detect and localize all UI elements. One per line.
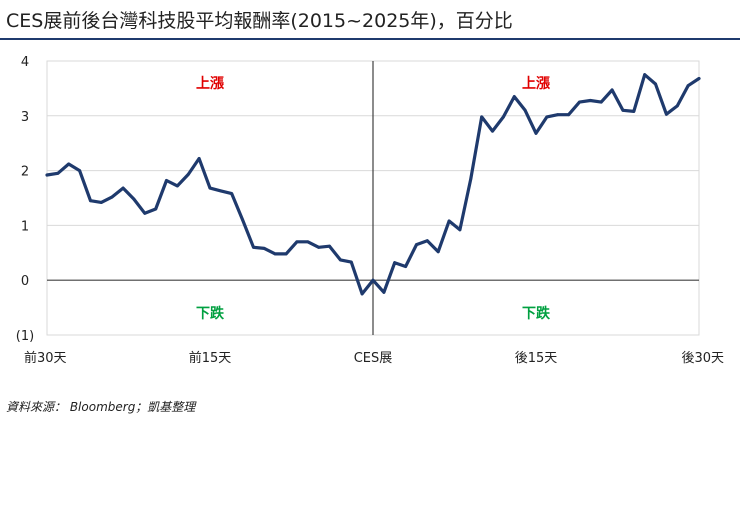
- data-point: [197, 157, 201, 160]
- data-point: [643, 73, 647, 77]
- data-point: [610, 88, 614, 92]
- up-label: 上漲: [522, 76, 551, 92]
- data-point: [349, 260, 353, 264]
- data-point: [143, 211, 147, 215]
- data-point: [523, 108, 527, 112]
- data-point: [252, 245, 255, 249]
- data-point: [67, 162, 71, 166]
- data-point: [230, 192, 234, 196]
- data-point: [458, 228, 462, 232]
- data-point: [567, 113, 570, 117]
- data-point: [45, 173, 49, 177]
- data-point: [154, 207, 158, 211]
- x-tick-label: 前15天: [189, 350, 232, 366]
- y-tick-label: 4: [21, 55, 29, 70]
- data-point: [404, 265, 407, 268]
- data-point: [578, 100, 581, 104]
- data-point: [273, 252, 277, 256]
- title-rule: [0, 38, 740, 40]
- data-point: [415, 243, 418, 247]
- series-layer: [45, 73, 701, 296]
- y-tick-label: (1): [16, 329, 34, 344]
- data-point: [306, 240, 310, 244]
- y-tick-label: 2: [21, 165, 29, 180]
- y-tick-label: 1: [21, 219, 29, 234]
- down-label: 下跌: [522, 306, 551, 322]
- y-tick-label: 3: [21, 110, 29, 125]
- data-point: [382, 290, 386, 294]
- data-point: [469, 177, 473, 181]
- data-point: [632, 110, 636, 113]
- data-point: [665, 112, 668, 116]
- x-tick-label: 前30天: [24, 350, 67, 366]
- data-point: [208, 186, 212, 190]
- x-tick-label: 後30天: [681, 351, 724, 366]
- data-point: [621, 108, 625, 112]
- data-point: [339, 258, 342, 262]
- data-point: [686, 84, 690, 88]
- data-point: [697, 77, 701, 80]
- data-point: [262, 247, 266, 250]
- data-point: [654, 82, 657, 86]
- data-point: [393, 261, 397, 265]
- data-point: [328, 244, 331, 248]
- data-point: [588, 99, 592, 102]
- data-point: [165, 179, 168, 182]
- data-point: [295, 240, 299, 244]
- source-note: 資料來源： Bloomberg；凱基整理: [6, 400, 196, 414]
- data-point: [89, 199, 92, 203]
- data-point: [675, 104, 679, 108]
- data-point: [284, 252, 288, 256]
- data-point: [480, 115, 484, 119]
- y-tick-labels: 4 3 2 1 0 (1): [16, 55, 34, 344]
- data-point: [78, 169, 81, 173]
- data-point: [425, 239, 429, 243]
- data-point: [56, 171, 60, 175]
- data-point: [447, 219, 451, 223]
- data-point: [534, 131, 538, 135]
- chart-title: CES展前後台灣科技股平均報酬率(2015~2025年)，百分比: [6, 10, 513, 32]
- data-point: [545, 115, 549, 119]
- down-label: 下跌: [196, 306, 225, 322]
- data-point: [176, 184, 179, 188]
- x-tick-label: CES展: [354, 351, 393, 366]
- data-point: [99, 201, 103, 204]
- x-tick-labels: 前30天 前15天 CES展 後15天 後30天: [24, 350, 724, 366]
- data-point: [132, 197, 136, 201]
- data-point: [360, 292, 364, 296]
- data-point: [110, 195, 114, 199]
- data-point: [186, 173, 190, 176]
- data-point: [556, 113, 560, 117]
- data-point: [599, 100, 603, 104]
- data-point: [241, 218, 245, 222]
- data-point: [219, 189, 223, 193]
- x-tick-label: 後15天: [515, 351, 558, 366]
- data-point: [502, 115, 505, 119]
- data-point: [121, 186, 125, 190]
- data-point: [317, 245, 321, 249]
- data-point: [491, 129, 494, 133]
- data-point: [512, 95, 516, 98]
- data-point: [436, 250, 440, 254]
- data-point: [371, 278, 375, 282]
- up-label: 上漲: [196, 76, 225, 92]
- y-tick-label: 0: [21, 274, 29, 289]
